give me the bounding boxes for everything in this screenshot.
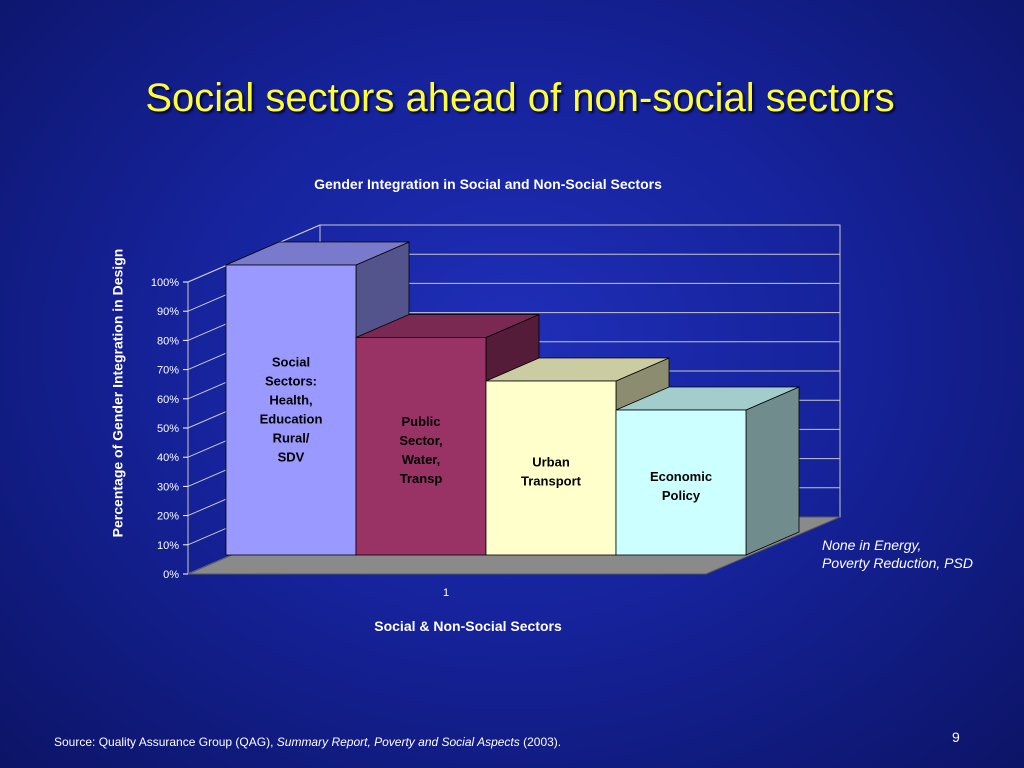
page-number: 9 [952,729,960,745]
y-tick-label: 20% [157,511,179,523]
bar-label: Transp [400,471,443,486]
y-tick-label: 100% [151,277,179,289]
bar-label: Social [272,355,310,370]
bar-label: Sector, [399,433,442,448]
bar-label: Water, [402,452,441,467]
y-tick-label: 70% [157,365,179,377]
source-suffix: (2003). [519,735,562,749]
bar [355,337,487,556]
bar-label: Health, [269,393,312,408]
y-tick-label: 30% [157,481,179,493]
bar [615,409,747,556]
bar [485,380,617,556]
note-line-2: Poverty Reduction, PSD [822,555,973,571]
slide-title: Social sectors ahead of non-social secto… [145,76,895,120]
bar-label: Economic [650,469,712,484]
y-tick-label: 60% [157,394,179,406]
y-tick-label: 80% [157,335,179,347]
x-tick-label: 1 [443,587,449,599]
bar-label: Education [260,412,323,427]
y-tick-label: 40% [157,452,179,464]
bar [225,264,357,556]
y-tick-label: 90% [157,306,179,318]
bar-label: Public [401,414,440,429]
note-line-1: None in Energy, [822,537,922,553]
bar-side [745,386,800,556]
bar-label: Sectors: [265,374,317,389]
source-citation: Source: Quality Assurance Group (QAG), S… [54,735,561,749]
source-prefix: Source: Quality Assurance Group (QAG), [54,735,277,749]
x-axis-label: Social & Non-Social Sectors [374,618,562,634]
bar-label: Transport [521,474,582,489]
y-axis-label: Percentage of Gender Integration in Desi… [109,248,126,538]
chart-note: None in Energy, Poverty Reduction, PSD [822,536,973,572]
source-title: Summary Report, Poverty and Social Aspec… [276,735,520,749]
y-tick-label: 0% [163,569,179,581]
bar-label: Rural/ [273,431,310,446]
chart-title: Gender Integration in Social and Non-Soc… [314,176,662,192]
bar-label: Policy [662,488,701,503]
bar-label: Urban [532,455,570,470]
y-tick-label: 10% [157,540,179,552]
bar-label: SDV [278,450,305,465]
y-tick-label: 50% [157,423,179,435]
